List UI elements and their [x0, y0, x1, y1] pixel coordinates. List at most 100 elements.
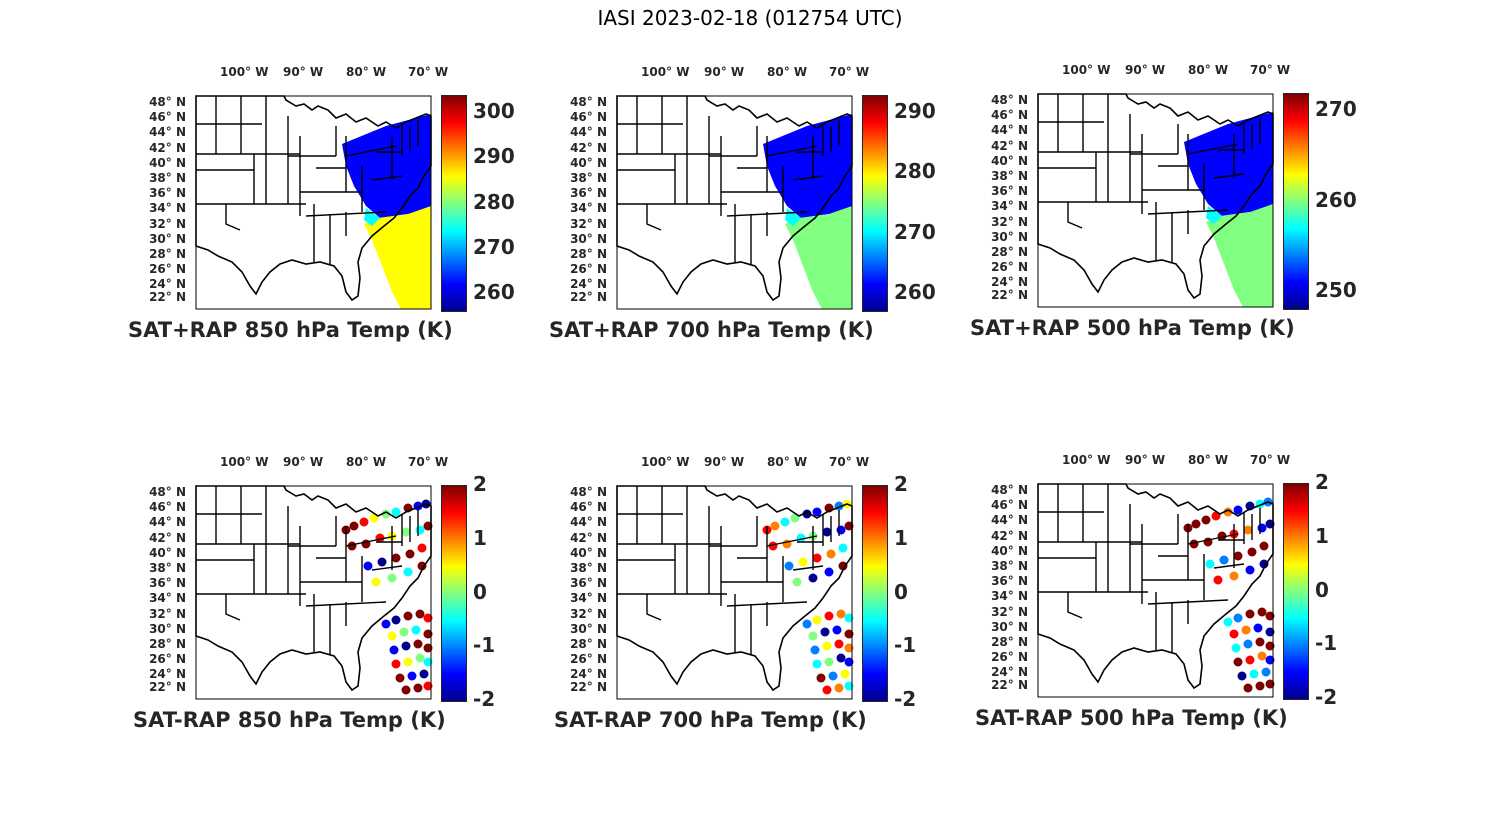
colorbar-tick-label: 2 [894, 472, 908, 496]
lon-label: 90° W [283, 65, 324, 79]
lon-label: 70° W [1250, 63, 1291, 77]
lon-label: 70° W [829, 455, 870, 469]
map-panel-850-diff: 100° W 90° W 80° W 70° W 48° N 46° N 44° N 42° … [128, 450, 495, 750]
lat-label: 22° N [149, 679, 186, 694]
lat-label: 46° N [991, 498, 1028, 513]
colorbar-tick-label: 2 [1315, 470, 1329, 494]
colorbar-tick-label: 260 [473, 279, 515, 304]
lat-label: 42° N [991, 138, 1028, 153]
lat-label: 24° N [991, 665, 1028, 680]
state-boundary-map [1037, 483, 1275, 698]
lon-label: 80° W [1188, 63, 1229, 77]
lat-label: 34° N [570, 201, 607, 216]
lat-label: 36° N [149, 576, 186, 591]
lat-label: 32° N [149, 216, 186, 231]
lat-label: 24° N [570, 277, 607, 292]
map-panel-700-diff: 100° W 90° W 80° W 70° W 48° N 46° N 44° N 42° … [549, 450, 916, 750]
lon-label: 90° W [1125, 63, 1166, 77]
lon-label: 80° W [346, 65, 387, 79]
lat-label: 46° N [149, 110, 186, 125]
colorbar-tick-label: 270 [894, 219, 936, 244]
lat-label: 40° N [149, 545, 186, 560]
lat-label: 30° N [991, 619, 1028, 634]
lat-label: 44° N [149, 125, 186, 140]
lat-label: 38° N [149, 171, 186, 185]
lat-label: 38° N [570, 171, 607, 185]
lat-label: 44° N [149, 515, 186, 530]
lat-label: 24° N [991, 275, 1028, 290]
lat-label: 24° N [149, 277, 186, 292]
lat-label: 28° N [570, 247, 607, 261]
colorbar-tick-label: -2 [473, 687, 496, 711]
lon-label: 90° W [704, 65, 745, 79]
lat-label: 42° N [991, 528, 1028, 543]
lat-label: 26° N [570, 262, 607, 277]
lat-label: 48° N [149, 485, 186, 499]
colorbar-tick-label: 0 [1315, 577, 1329, 602]
lat-label: 34° N [991, 199, 1028, 214]
lat-label: 22° N [991, 287, 1028, 302]
lat-label: 30° N [149, 231, 186, 246]
state-boundary-map [195, 485, 433, 700]
lat-label: 36° N [991, 574, 1028, 589]
lat-label: 26° N [149, 652, 186, 667]
colorbar [441, 485, 467, 702]
map-panel-850-sum: 100° W 90° W 80° W 70° W 48° N 46° N 44° N 42° … [128, 60, 515, 360]
lat-label: 46° N [570, 500, 607, 515]
lat-label: 26° N [149, 262, 186, 277]
lat-label: 26° N [991, 650, 1028, 665]
colorbar-tick-label: 260 [1315, 187, 1357, 212]
lat-label: 30° N [149, 621, 186, 636]
lon-label: 80° W [767, 65, 808, 79]
lon-label: 70° W [1250, 453, 1291, 467]
lat-label: 44° N [991, 513, 1028, 528]
lat-label: 36° N [991, 184, 1028, 199]
lat-label: 40° N [149, 155, 186, 170]
lat-label: 38° N [991, 169, 1028, 183]
lon-label: 70° W [408, 65, 449, 79]
lat-label: 26° N [570, 652, 607, 667]
lon-label: 80° W [767, 455, 808, 469]
colorbar-tick-label: 2 [473, 472, 487, 496]
lat-label: 42° N [570, 140, 607, 155]
lon-label: 70° W [829, 65, 870, 79]
colorbar-tick-label: -1 [1315, 631, 1338, 656]
colorbar-tick-label: -1 [473, 633, 496, 658]
state-boundary-map [616, 485, 854, 700]
lat-label: 40° N [991, 153, 1028, 168]
state-boundary-map [195, 95, 432, 310]
colorbar-tick-label: 270 [1315, 97, 1357, 122]
colorbar-tick-label: 1 [473, 525, 487, 550]
colorbar-tick-label: -2 [1315, 685, 1338, 709]
panel-caption: SAT+RAP 700 hPa Temp (K) [549, 318, 874, 342]
colorbar-tick-label: 280 [894, 159, 936, 184]
lat-label: 38° N [149, 561, 186, 575]
lat-label: 48° N [991, 93, 1028, 107]
map-panel-500-sum: 100° W 90° W 80° W 70° W 48° N 46° N 44° N 42° … [970, 58, 1357, 358]
lat-label: 38° N [570, 561, 607, 575]
lon-label: 70° W [408, 455, 449, 469]
colorbar-tick-label: 270 [473, 234, 515, 259]
lon-label: 100° W [641, 455, 690, 469]
lat-label: 22° N [149, 289, 186, 304]
lat-label: 32° N [149, 606, 186, 621]
colorbar [441, 95, 467, 312]
lat-label: 28° N [991, 635, 1028, 649]
lat-label: 46° N [570, 110, 607, 125]
lat-label: 42° N [149, 140, 186, 155]
lat-label: 44° N [991, 123, 1028, 138]
lat-label: 30° N [991, 229, 1028, 244]
panel-caption: SAT-RAP 700 hPa Temp (K) [554, 708, 867, 732]
lat-label: 38° N [991, 559, 1028, 573]
lat-label: 48° N [570, 485, 607, 499]
colorbar-tick-label: 0 [894, 579, 908, 604]
lat-label: 44° N [570, 125, 607, 140]
lat-label: 28° N [149, 247, 186, 261]
colorbar [1283, 93, 1309, 310]
colorbar-tick-label: 280 [473, 189, 515, 214]
lat-label: 24° N [570, 667, 607, 682]
colorbar-tick-label: 0 [473, 579, 487, 604]
colorbar-tick-label: 250 [1315, 277, 1357, 302]
map-panel-500-diff: 100° W 90° W 80° W 70° W 48° N 46° N 44° N 42° … [970, 448, 1337, 748]
lat-label: 48° N [991, 483, 1028, 497]
